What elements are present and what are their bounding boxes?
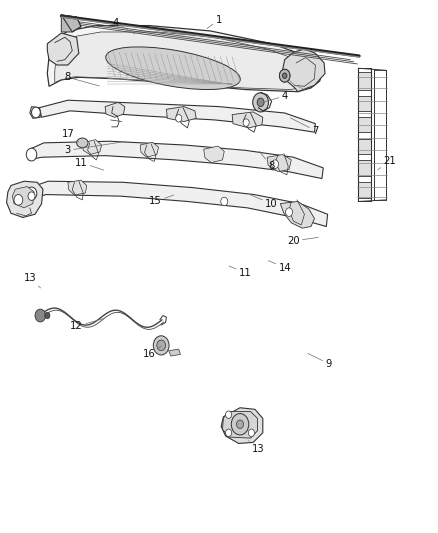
Text: 7: 7 (290, 118, 318, 135)
Text: 15: 15 (149, 195, 174, 206)
Polygon shape (47, 33, 79, 65)
Circle shape (26, 187, 37, 200)
Polygon shape (166, 107, 196, 122)
Polygon shape (358, 182, 371, 198)
Polygon shape (47, 26, 323, 92)
Text: 8: 8 (65, 72, 99, 86)
Polygon shape (140, 142, 159, 157)
Circle shape (176, 115, 182, 122)
Circle shape (272, 160, 279, 168)
Circle shape (226, 411, 232, 418)
Circle shape (283, 73, 287, 78)
Text: 4: 4 (113, 18, 134, 34)
Text: 3: 3 (65, 141, 126, 155)
Circle shape (248, 429, 254, 437)
Circle shape (153, 336, 169, 355)
Text: 8: 8 (259, 151, 275, 171)
Text: 4: 4 (264, 91, 288, 102)
Polygon shape (28, 141, 323, 179)
Polygon shape (232, 112, 263, 128)
Text: 11: 11 (229, 266, 252, 278)
Polygon shape (12, 187, 34, 208)
Circle shape (231, 414, 249, 435)
Polygon shape (223, 411, 258, 438)
Ellipse shape (77, 138, 88, 148)
Circle shape (253, 93, 268, 112)
Circle shape (14, 195, 23, 205)
Circle shape (45, 312, 50, 319)
Circle shape (26, 148, 37, 161)
Polygon shape (280, 201, 314, 228)
Text: 13: 13 (248, 441, 265, 454)
Circle shape (243, 119, 249, 126)
Circle shape (283, 73, 287, 78)
Text: 17: 17 (61, 130, 78, 142)
Circle shape (221, 197, 228, 206)
Polygon shape (358, 139, 371, 154)
Polygon shape (204, 146, 224, 163)
Text: 16: 16 (142, 346, 161, 359)
Circle shape (237, 420, 244, 429)
Circle shape (286, 208, 293, 216)
Text: 9: 9 (308, 353, 332, 368)
Polygon shape (82, 140, 102, 155)
Polygon shape (30, 107, 40, 118)
Circle shape (279, 69, 290, 82)
Polygon shape (39, 100, 315, 132)
Circle shape (35, 309, 46, 322)
Circle shape (32, 107, 40, 118)
Polygon shape (61, 15, 81, 32)
Circle shape (157, 340, 166, 351)
Polygon shape (55, 32, 314, 90)
Polygon shape (28, 181, 328, 227)
Polygon shape (221, 408, 263, 443)
Circle shape (226, 429, 232, 437)
Polygon shape (169, 349, 180, 356)
Polygon shape (283, 49, 325, 92)
Text: 12: 12 (70, 319, 104, 331)
Polygon shape (267, 155, 291, 172)
Text: 11: 11 (74, 158, 104, 170)
Polygon shape (68, 180, 87, 195)
Ellipse shape (106, 47, 240, 90)
Circle shape (279, 69, 290, 82)
Text: 10: 10 (251, 195, 278, 208)
Polygon shape (7, 181, 43, 217)
Text: 1: 1 (207, 15, 222, 28)
Text: 13: 13 (24, 273, 41, 288)
Text: 14: 14 (268, 261, 291, 272)
Polygon shape (358, 160, 371, 176)
Text: 20: 20 (287, 236, 318, 246)
Circle shape (257, 98, 264, 107)
Polygon shape (358, 96, 371, 111)
Text: 21: 21 (378, 156, 396, 169)
Polygon shape (358, 117, 371, 132)
Polygon shape (358, 72, 371, 90)
Polygon shape (105, 102, 125, 117)
Circle shape (28, 192, 35, 200)
